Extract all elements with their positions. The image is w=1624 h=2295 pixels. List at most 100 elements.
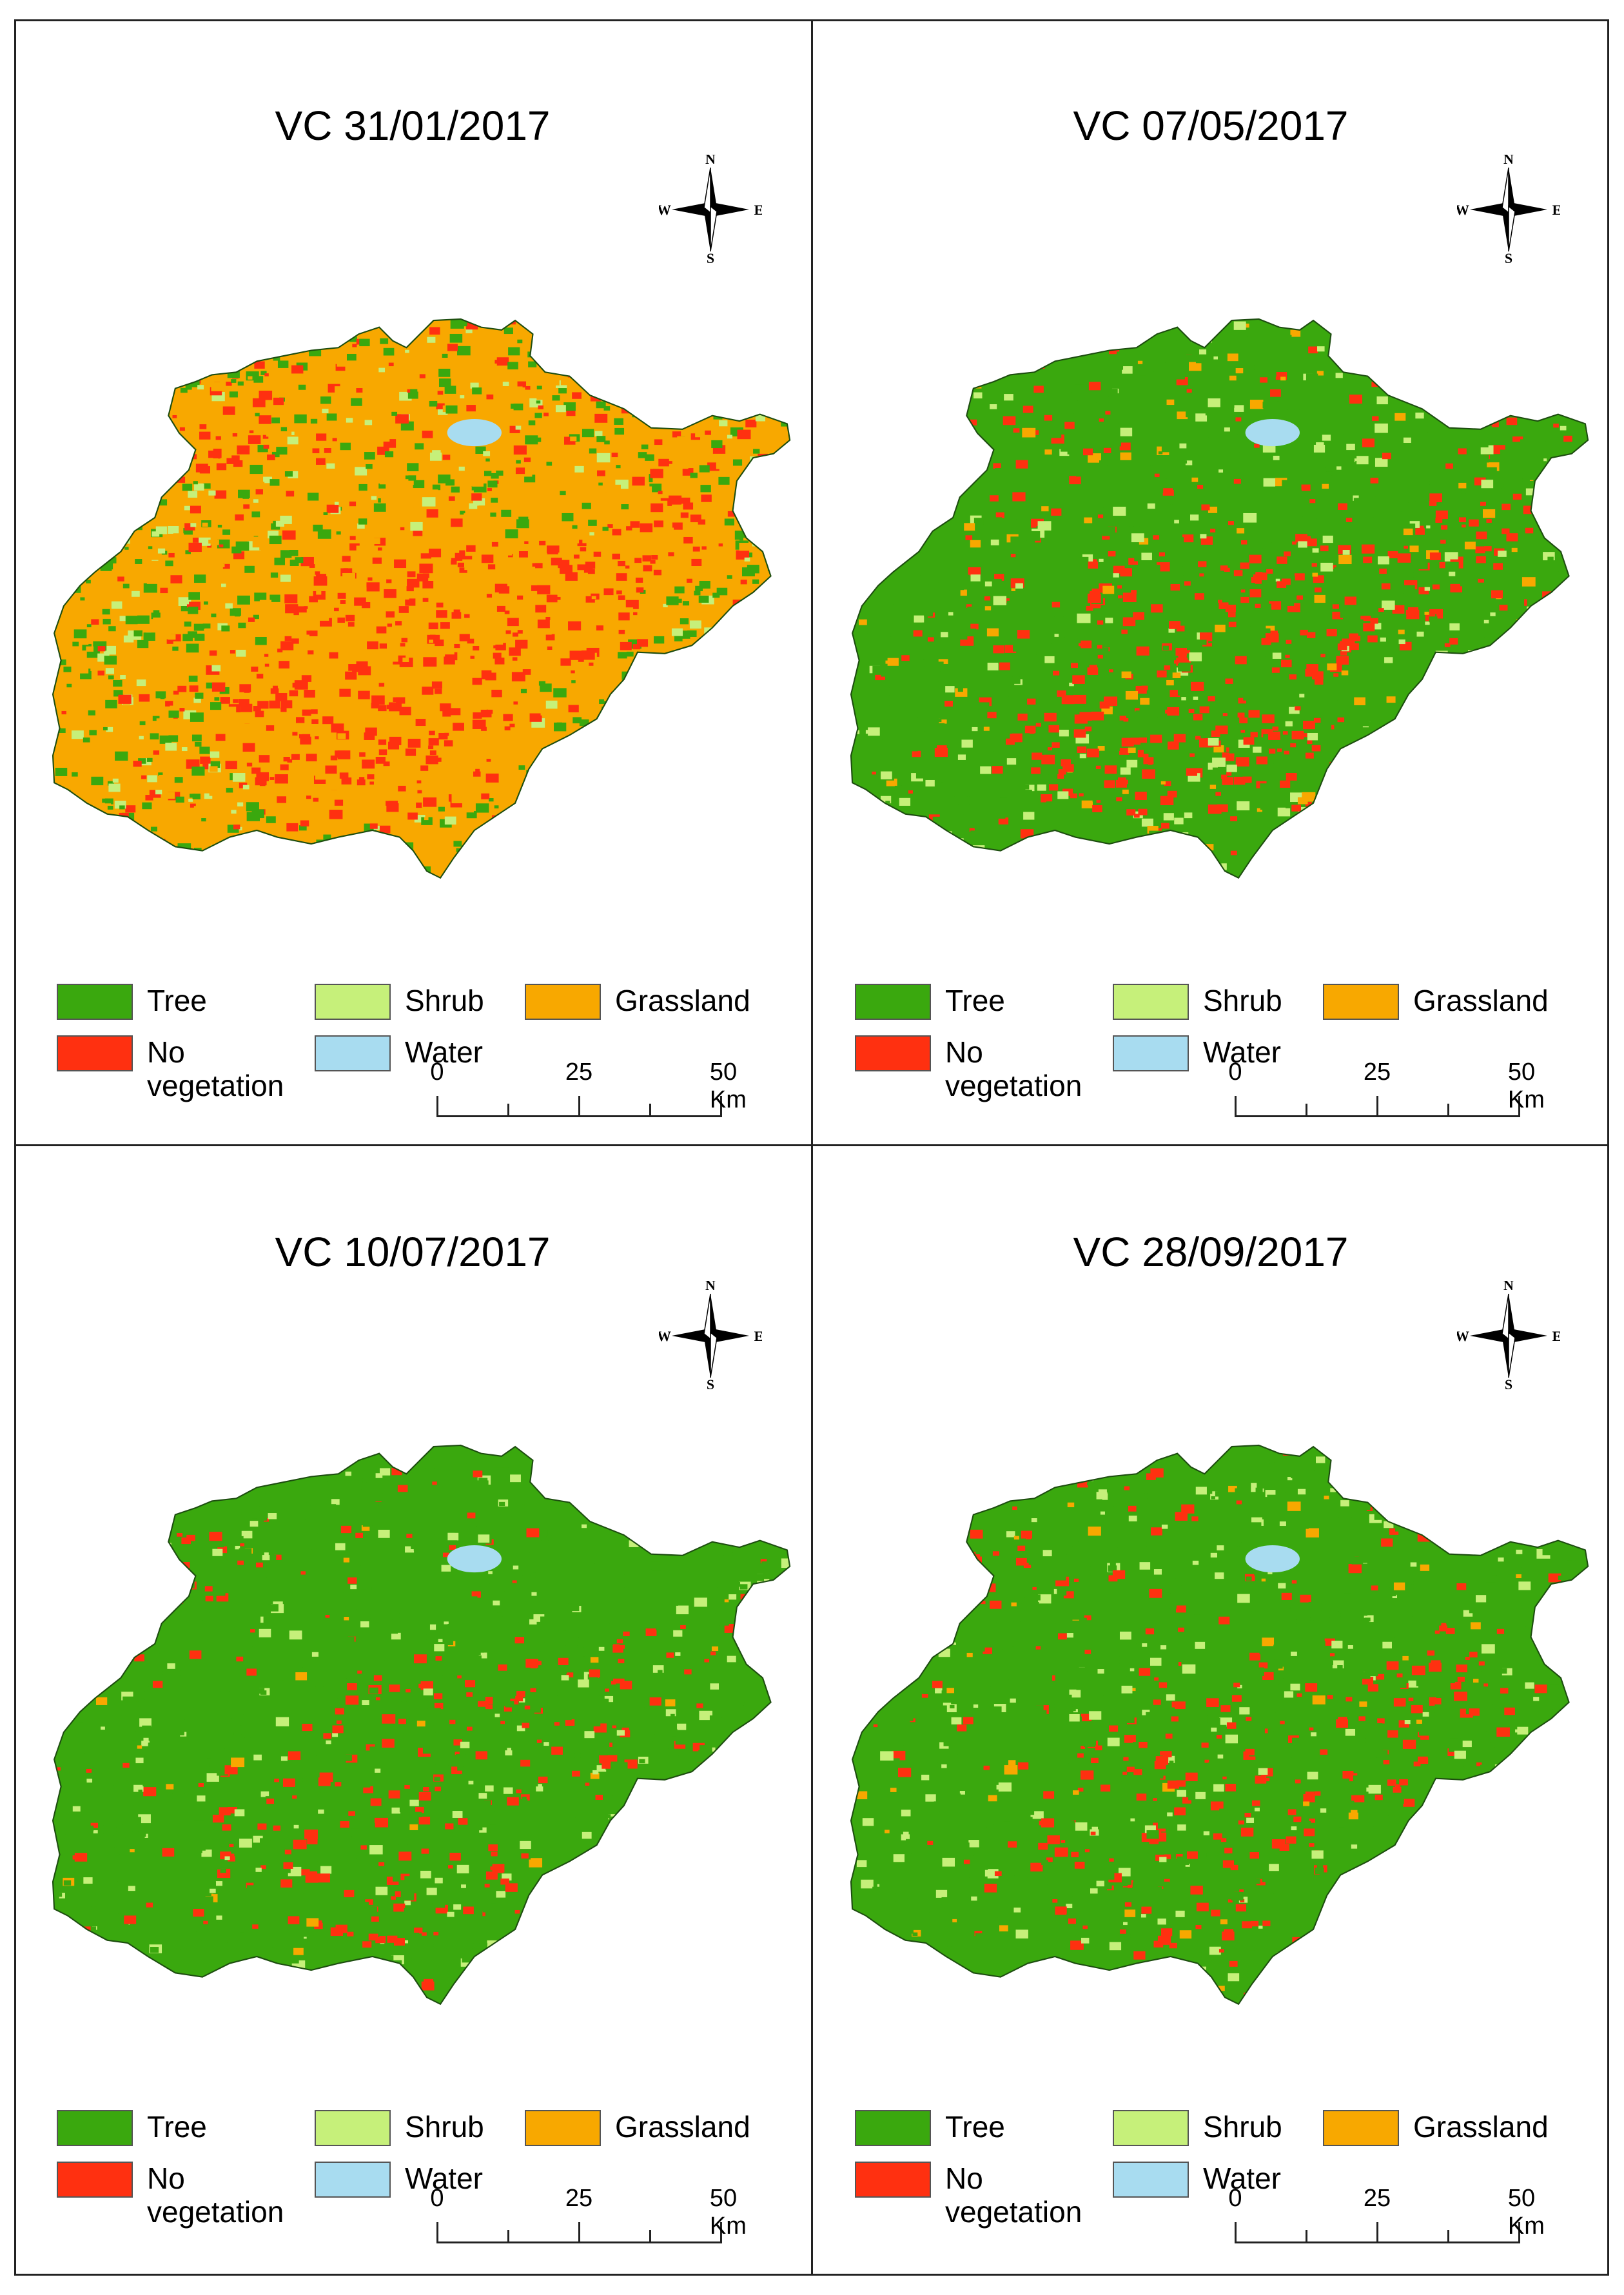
legend-label-water: Water (1203, 2162, 1281, 2195)
legend-label-water: Water (405, 1035, 483, 1069)
scale-tick (1306, 2230, 1307, 2243)
scale-tick (1306, 1104, 1307, 1117)
legend-item-water: Water (315, 2162, 483, 2198)
legend-swatch-water (1113, 1035, 1189, 1071)
scale-label: 25 (565, 2185, 593, 2212)
compass-w: W (659, 1328, 671, 1344)
legend-swatch-water (315, 1035, 391, 1071)
legend-item-water: Water (1113, 1035, 1281, 1071)
compass-n: N (705, 155, 716, 167)
scale-label: 0 (1228, 1059, 1242, 1086)
legend-swatch-tree (855, 2110, 931, 2146)
map-panel: VC 10/07/2017 N S W E Tree Shrub Grassland… (14, 1146, 811, 2271)
legend-label-shrub: Shrub (405, 984, 484, 1017)
compass-e: E (754, 1328, 762, 1344)
scale-tick (1235, 2222, 1237, 2243)
legend-swatch-tree (57, 984, 133, 1020)
legend-label-grassland: Grassland (1413, 2110, 1549, 2144)
compass-s: S (707, 1376, 714, 1391)
legend-swatch-water (315, 2162, 391, 2198)
compass-w: W (1457, 1328, 1469, 1344)
compass-e: E (1552, 1328, 1560, 1344)
legend-item-no_veg: No vegetation (855, 1035, 1100, 1102)
compass-w: W (1457, 202, 1469, 218)
scale-label: 25 (565, 1059, 593, 1086)
legend-item-no_veg: No vegetation (57, 1035, 302, 1102)
map-panel: VC 31/01/2017 N S W E Tree Shrub Grassland… (14, 19, 811, 1144)
compass-n: N (1503, 1281, 1514, 1293)
legend-swatch-grassland (1323, 2110, 1399, 2146)
legend-item-grassland: Grassland (1323, 2110, 1549, 2146)
scale-label: 50 Km (709, 1059, 747, 1113)
legend-swatch-shrub (315, 2110, 391, 2146)
legend-label-tree: Tree (945, 2110, 1005, 2144)
legend-item-water: Water (1113, 2162, 1281, 2198)
scale-tick (720, 2222, 722, 2243)
legend-item-grassland: Grassland (1323, 984, 1549, 1020)
vegetation-cover-map (52, 219, 801, 993)
legend-swatch-grassland (525, 2110, 601, 2146)
scale-bar: 0 25 50 Km (430, 1059, 747, 1129)
legend-item-no_veg: No vegetation (855, 2162, 1100, 2229)
map-legend: Tree Shrub Grassland No vegetation Water 0 25 5… (855, 984, 1603, 1138)
map-legend: Tree Shrub Grassland No vegetation Water 0 25 5… (57, 984, 805, 1138)
legend-swatch-shrub (315, 984, 391, 1020)
legend-swatch-no_veg (57, 1035, 133, 1071)
scale-label: 25 (1363, 2185, 1391, 2212)
scale-tick (1518, 1096, 1520, 1117)
north-arrow-icon: N S W E (657, 151, 763, 266)
scale-tick (507, 2230, 509, 2243)
map-legend: Tree Shrub Grassland No vegetation Water 0 25 5… (57, 2110, 805, 2265)
legend-item-grassland: Grassland (525, 984, 750, 1020)
legend-item-grassland: Grassland (525, 2110, 750, 2146)
legend-item-tree: Tree (855, 984, 1005, 1020)
scale-tick (1447, 1104, 1449, 1117)
compass-e: E (1552, 202, 1560, 218)
panel-title: VC 07/05/2017 (1073, 103, 1349, 149)
panel-title: VC 10/07/2017 (275, 1229, 551, 1275)
legend-swatch-shrub (1113, 984, 1189, 1020)
legend-item-shrub: Shrub (1113, 984, 1282, 1020)
scale-label: 0 (1228, 2185, 1242, 2212)
scale-label: 50 Km (1507, 2185, 1545, 2240)
compass-s: S (707, 250, 714, 264)
vegetation-cover-map (850, 219, 1599, 993)
scale-tick (720, 1096, 722, 1117)
vegetation-cover-map (850, 1345, 1599, 2119)
map-legend: Tree Shrub Grassland No vegetation Water 0 25 5… (855, 2110, 1603, 2265)
compass-n: N (705, 1281, 716, 1293)
legend-swatch-tree (855, 984, 931, 1020)
legend-label-no_veg: No vegetation (945, 2162, 1082, 2229)
scale-tick (649, 2230, 651, 2243)
legend-label-grassland: Grassland (615, 984, 750, 1017)
legend-item-shrub: Shrub (315, 984, 484, 1020)
scale-tick (1376, 2222, 1378, 2243)
legend-swatch-shrub (1113, 2110, 1189, 2146)
legend-label-no_veg: No vegetation (147, 2162, 284, 2229)
scale-bar: 0 25 50 Km (1228, 2185, 1545, 2256)
legend-swatch-grassland (1323, 984, 1399, 1020)
legend-label-grassland: Grassland (1413, 984, 1549, 1017)
scale-label: 50 Km (1507, 1059, 1545, 1113)
panel-divider-horizontal (14, 1144, 1609, 1146)
panel-divider-vertical (811, 19, 813, 2276)
scale-tick (1518, 2222, 1520, 2243)
scale-tick (436, 1096, 438, 1117)
legend-swatch-no_veg (57, 2162, 133, 2198)
legend-item-no_veg: No vegetation (57, 2162, 302, 2229)
compass-s: S (1505, 250, 1512, 264)
panel-title: VC 31/01/2017 (275, 103, 551, 149)
legend-label-tree: Tree (147, 2110, 207, 2144)
legend-label-no_veg: No vegetation (147, 1035, 284, 1102)
scale-bar: 0 25 50 Km (430, 2185, 747, 2256)
legend-label-water: Water (405, 2162, 483, 2195)
legend-item-water: Water (315, 1035, 483, 1071)
scale-tick (1235, 1096, 1237, 1117)
map-panel: VC 07/05/2017 N S W E Tree Shrub Grassland… (812, 19, 1609, 1144)
scale-tick (1447, 2230, 1449, 2243)
legend-label-no_veg: No vegetation (945, 1035, 1082, 1102)
legend-label-tree: Tree (147, 984, 207, 1017)
compass-w: W (659, 202, 671, 218)
scale-tick (578, 2222, 580, 2243)
scale-tick (507, 1104, 509, 1117)
